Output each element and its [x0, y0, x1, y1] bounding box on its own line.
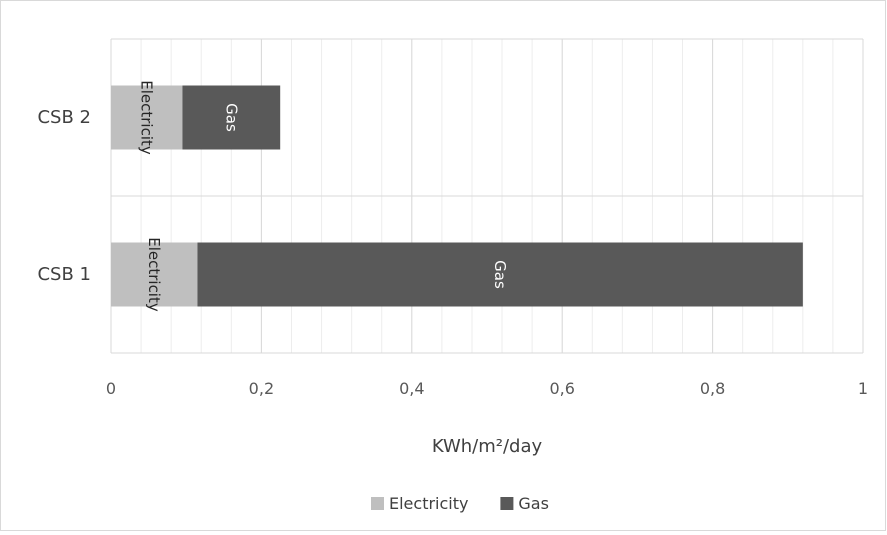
legend-label-electricity: Electricity — [389, 494, 468, 513]
legend-label-gas: Gas — [518, 494, 549, 513]
category-gridlines — [111, 38, 863, 354]
bar-gas-csb-1 — [197, 242, 803, 307]
bar-data-label: Electricity — [138, 80, 156, 155]
legend: Electricity Gas — [371, 494, 549, 513]
x-tick-label: 0,6 — [549, 379, 574, 398]
bar-gas-csb-2 — [182, 85, 281, 150]
bar-electricity-csb-2 — [111, 85, 183, 150]
y-category-label: CSB 2 — [37, 107, 91, 128]
bar-data-labels: Electricity Gas Electricity Gas — [138, 80, 509, 312]
bar-electricity-csb-1 — [111, 242, 198, 307]
bar-data-label: Gas — [491, 260, 509, 289]
legend-swatch-gas — [500, 497, 514, 510]
x-tick-label: 0,8 — [700, 379, 725, 398]
x-axis-title: KWh/m²/day — [432, 436, 543, 457]
x-tick-label: 0,2 — [249, 379, 274, 398]
x-tick-label: 0,4 — [399, 379, 424, 398]
x-tick-label: 1 — [858, 379, 868, 398]
y-category-label: CSB 1 — [37, 264, 91, 285]
bar-data-label: Electricity — [145, 237, 163, 312]
legend-swatch-electricity — [371, 497, 384, 510]
bars — [111, 85, 803, 307]
y-axis-category-labels: CSB 2 CSB 1 — [37, 107, 91, 285]
bar-data-label: Gas — [222, 103, 240, 132]
x-tick-label: 0 — [106, 379, 116, 398]
x-axis-tick-labels: 0 0,2 0,4 0,6 0,8 1 — [106, 379, 868, 398]
